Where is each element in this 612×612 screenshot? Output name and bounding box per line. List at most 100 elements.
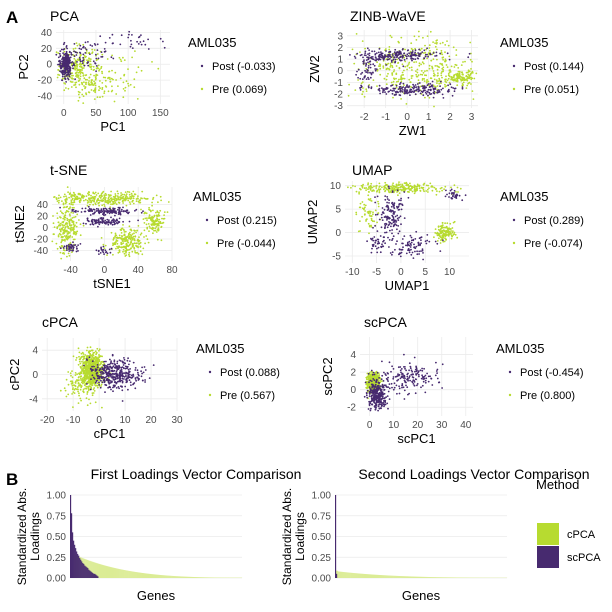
umap-point-pre (411, 190, 414, 193)
pca-point-post (72, 62, 75, 64)
zinb-point-post (365, 59, 368, 61)
cpca-point-pre (94, 401, 97, 404)
umap-point-post (450, 188, 453, 191)
tsne-point-pre (117, 201, 120, 204)
zinb-point-post (404, 54, 407, 57)
tsne-point-pre (131, 194, 134, 197)
umap-point-pre (439, 228, 442, 231)
umap-point-pre (444, 185, 447, 188)
cpca-point-pre (63, 387, 66, 390)
zinb-point-post (406, 84, 408, 87)
tsne-point-post (96, 210, 98, 212)
tsne-point-pre (130, 197, 133, 200)
zinb-point-pre (361, 40, 364, 42)
zinb-point-post (394, 48, 397, 51)
umap-point-pre (431, 185, 433, 187)
umap-point-pre (445, 232, 447, 235)
zinb-point-post (409, 94, 411, 96)
zinb-point-pre (359, 51, 361, 53)
tsne-point-pre (142, 218, 145, 221)
tsne-point-pre (136, 229, 139, 232)
zinb-point-post (461, 86, 464, 88)
zinb-point-post (389, 50, 392, 53)
zinb-point-pre (417, 79, 420, 82)
cpca-point-pre (74, 382, 77, 384)
tsne-point-post (113, 219, 115, 221)
umap-point-post (389, 252, 392, 254)
pca-point-pre (77, 90, 80, 93)
tsne-point-pre (110, 197, 113, 200)
umap-point-pre (370, 199, 372, 202)
pca-point-post (61, 79, 63, 81)
zinb-point-pre (398, 67, 401, 70)
umap-point-post (384, 198, 387, 201)
pca-point-pre (103, 92, 106, 94)
zinb-point-post (431, 86, 434, 88)
cpca-point-pre (78, 355, 80, 358)
zinb-point-post (417, 88, 420, 91)
umap-point-pre (364, 213, 366, 216)
cpca-point-post (123, 376, 126, 378)
tsne-point-pre (126, 239, 129, 242)
pca-point-pre (101, 72, 104, 75)
zinb-point-post (421, 85, 423, 88)
zinb-point-post (355, 73, 357, 76)
zinb-point-post (427, 94, 429, 97)
zinb-point-pre (436, 39, 438, 41)
umap-point-pre (370, 226, 373, 228)
tsne-point-pre (79, 197, 82, 200)
zinb-point-pre (405, 103, 408, 105)
pca-point-pre (157, 67, 160, 70)
zinb-ytick-label: 2 (337, 43, 343, 54)
zinb-point-post (391, 53, 394, 55)
pca-point-pre (78, 79, 81, 82)
pca-point-pre (80, 54, 82, 56)
tsne-point-post (101, 219, 104, 222)
cpca-point-post (116, 360, 119, 363)
tsne-point-post (122, 210, 125, 213)
umap-point-post (377, 238, 380, 241)
cpca-point-post (114, 363, 117, 366)
zinb-point-pre (400, 80, 403, 83)
zinb-point-post (428, 91, 431, 94)
tsne-point-pre (70, 195, 73, 198)
cpca-point-post (115, 387, 118, 389)
cpca-point-post (119, 369, 122, 372)
umap-point-post (386, 217, 389, 220)
umap-point-pre (398, 181, 400, 184)
tsne-point-post (70, 249, 72, 252)
pca-point-post (94, 62, 96, 64)
cpca-point-pre (94, 359, 97, 361)
umap-point-pre (437, 228, 440, 231)
tsne-point-post (66, 249, 68, 252)
pca-point-pre (76, 64, 79, 66)
zinb-point-post (414, 93, 417, 96)
umap-point-post (456, 193, 458, 196)
umap-point-pre (431, 189, 434, 192)
tsne-point-pre (61, 239, 64, 242)
tsne-point-pre (154, 223, 156, 226)
umap-point-pre (446, 222, 449, 225)
tsne-point-pre (130, 196, 133, 198)
cpca-point-post (134, 387, 137, 390)
umap-point-post (387, 205, 389, 208)
tsne-point-pre (136, 242, 138, 245)
cpca-point-pre (77, 363, 80, 366)
cpca-point-post (96, 364, 99, 366)
zinb-point-pre (460, 64, 463, 66)
tsne-point-pre (72, 232, 75, 234)
tsne-point-pre (104, 244, 107, 247)
cpca-point-post (130, 384, 132, 386)
umap-point-post (398, 204, 400, 206)
zinb-point-pre (415, 73, 418, 76)
umap-point-pre (450, 186, 452, 189)
zinb-ytick-label: 0 (337, 66, 343, 77)
zinb-point-pre (413, 35, 416, 38)
zinb-point-post (406, 53, 409, 56)
tsne-point-pre (146, 217, 148, 220)
umap-title: UMAP (352, 162, 392, 178)
pca-point-pre (94, 82, 96, 84)
tsne-point-pre (143, 222, 146, 224)
tsne-point-pre (66, 222, 68, 225)
